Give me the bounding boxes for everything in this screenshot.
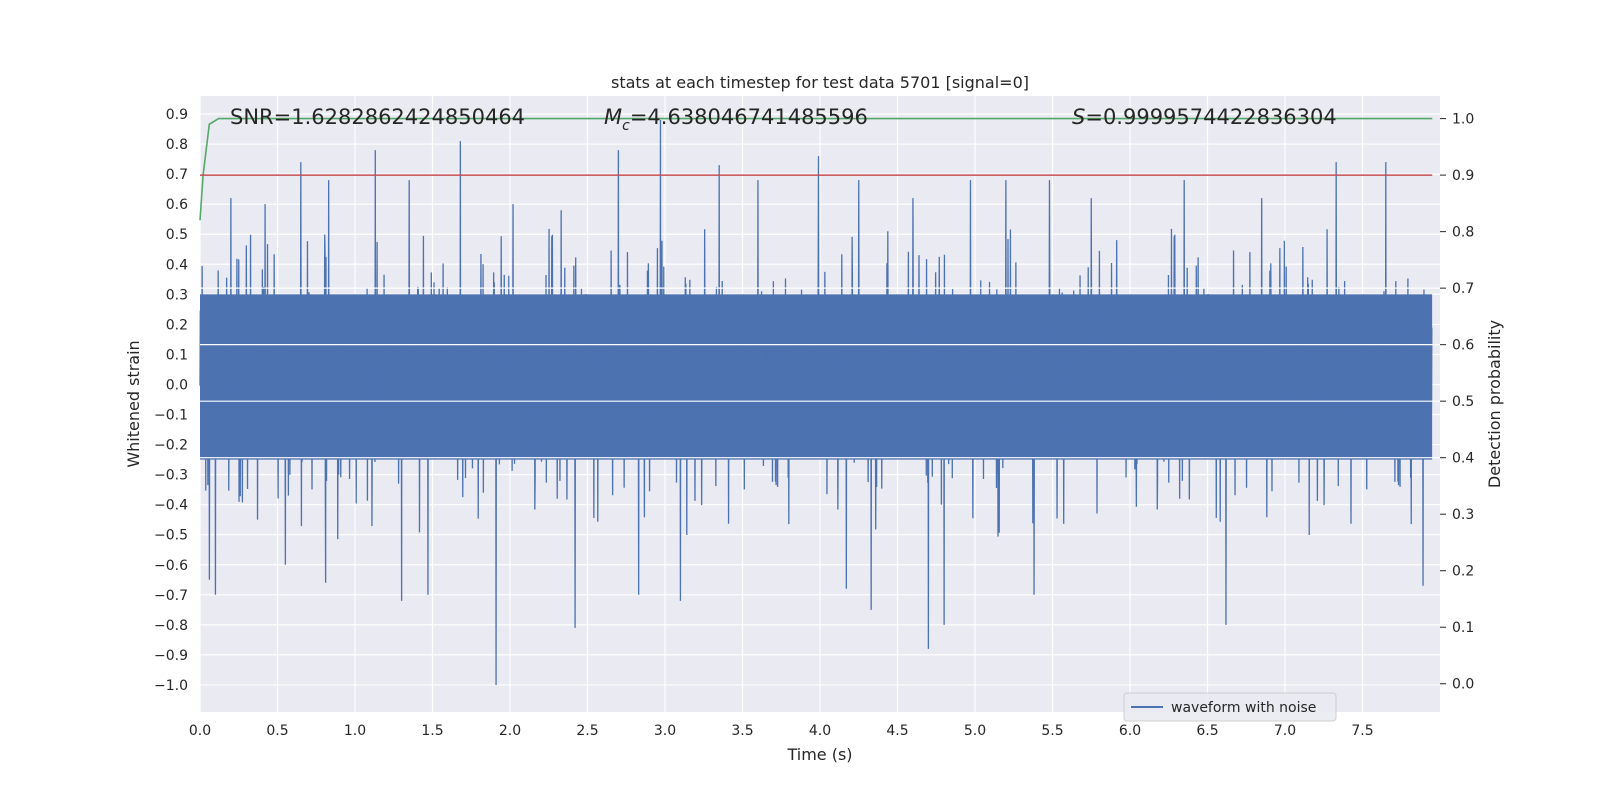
y-tick-label: −1.0 bbox=[154, 678, 188, 694]
significance-symbol: S bbox=[1072, 105, 1085, 129]
y-tick-label: −0.7 bbox=[154, 588, 188, 604]
y-tick-label: −0.6 bbox=[154, 558, 188, 574]
x-tick-label: 2.0 bbox=[499, 723, 521, 739]
x-tick-label: 1.5 bbox=[421, 723, 443, 739]
y-tick-label: 0.9 bbox=[166, 107, 188, 123]
y-tick-label: −0.1 bbox=[154, 408, 188, 424]
chirp-mass-annotation: Mc=4.638046741485596 bbox=[604, 105, 868, 134]
x-tick-label: 4.5 bbox=[886, 723, 908, 739]
y-tick-label: 0.6 bbox=[166, 197, 188, 213]
x-tick-label: 5.5 bbox=[1041, 723, 1063, 739]
x-tick-label: 1.0 bbox=[344, 723, 366, 739]
y-tick-label-right: 0.2 bbox=[1452, 564, 1474, 580]
y-tick-label: −0.4 bbox=[154, 498, 188, 514]
x-tick-label: 7.0 bbox=[1274, 723, 1296, 739]
y-tick-label: 0.0 bbox=[166, 377, 188, 393]
chirp-mass-symbol: M bbox=[604, 105, 622, 129]
x-axis-label: Time (s) bbox=[786, 745, 852, 764]
y-tick-label: 0.5 bbox=[166, 227, 188, 243]
x-tick-label: 3.0 bbox=[654, 723, 676, 739]
y-tick-label-right: 0.9 bbox=[1452, 168, 1474, 184]
y-tick-label-right: 0.4 bbox=[1452, 451, 1474, 467]
waveform-series bbox=[199, 120, 1440, 685]
significance-value: =0.9999574422836304 bbox=[1085, 105, 1336, 129]
y-tick-label: 0.7 bbox=[166, 167, 188, 183]
y-tick-label-right: 0.3 bbox=[1452, 507, 1474, 523]
probability-series bbox=[199, 117, 1433, 221]
x-tick-label: 7.5 bbox=[1351, 723, 1373, 739]
y-axis-label-right: Detection probability bbox=[1485, 320, 1504, 488]
y-axis-label: Whitened strain bbox=[124, 340, 143, 467]
y-tick-label-right: 1.0 bbox=[1452, 112, 1474, 128]
y-tick-label: −0.8 bbox=[154, 618, 188, 634]
significance-annotation: S=0.9999574422836304 bbox=[1072, 105, 1337, 129]
y-tick-label-right: 0.8 bbox=[1452, 225, 1474, 241]
y-tick-label: 0.1 bbox=[166, 347, 188, 363]
x-tick-label: 0.5 bbox=[266, 723, 288, 739]
x-tick-label: 3.5 bbox=[731, 723, 753, 739]
ticks: 0.0 0.5 1.0 1.5 2.0 2.5 3.0 3.5 4.0 4.5 5.0 5.5 6.0 6… bbox=[154, 107, 1474, 739]
y-tick-label: 0.2 bbox=[166, 317, 188, 333]
y-tick-label: 0.4 bbox=[166, 257, 188, 273]
waveform-line bbox=[199, 120, 1433, 685]
y-tick-label-right: 0.6 bbox=[1452, 338, 1474, 354]
y-tick-label: −0.9 bbox=[154, 648, 188, 664]
x-tick-label: 6.5 bbox=[1196, 723, 1218, 739]
chirp-mass-subscript: c bbox=[622, 118, 630, 134]
y-tick-label: 0.8 bbox=[166, 137, 188, 153]
snr-annotation: SNR=1.6282862424850464 bbox=[230, 105, 525, 129]
y-tick-label-right: 0.1 bbox=[1452, 620, 1474, 636]
legend-box bbox=[1123, 692, 1337, 722]
x-tick-label: 5.0 bbox=[964, 723, 986, 739]
legend-label: waveform with noise bbox=[1171, 700, 1316, 716]
y-tick-label-right: 0.0 bbox=[1452, 677, 1474, 693]
x-tick-label: 6.0 bbox=[1119, 723, 1141, 739]
y-tick-label: −0.3 bbox=[154, 468, 188, 484]
legend: waveform with noise bbox=[1123, 692, 1337, 722]
x-tick-label: 2.5 bbox=[576, 723, 598, 739]
chart-title: stats at each timestep for test data 570… bbox=[611, 73, 1029, 92]
chirp-mass-value: =4.638046741485596 bbox=[630, 105, 868, 129]
y-tick-label-right: 0.7 bbox=[1452, 281, 1474, 297]
y-tick-label: 0.3 bbox=[166, 287, 188, 303]
x-tick-label: 4.0 bbox=[809, 723, 831, 739]
x-tick-label: 0.0 bbox=[189, 723, 211, 739]
detection-probability-line bbox=[199, 117, 1433, 221]
y-tick-label: −0.5 bbox=[154, 528, 188, 544]
y-tick-label: −0.2 bbox=[154, 438, 188, 454]
y-tick-label-right: 0.5 bbox=[1452, 394, 1474, 410]
